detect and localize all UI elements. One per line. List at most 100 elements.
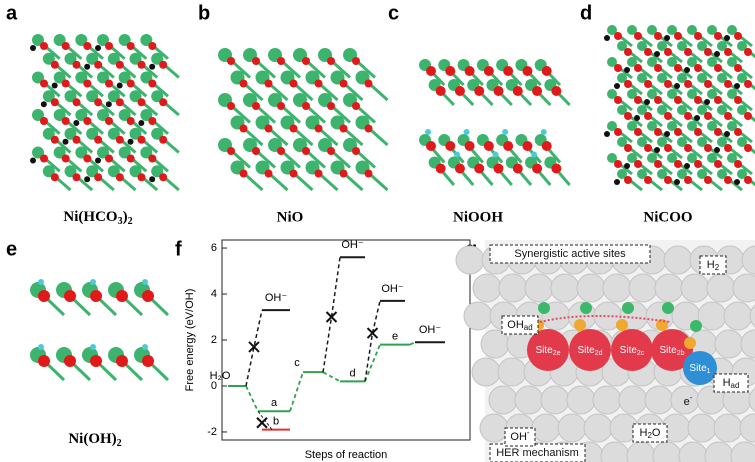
atom <box>277 57 285 65</box>
atom <box>704 48 712 56</box>
surface-atom <box>584 414 612 442</box>
atom <box>734 83 740 89</box>
site-label-part: 2d <box>595 350 603 357</box>
atom <box>240 80 248 88</box>
atom <box>614 96 622 104</box>
atom <box>51 173 59 181</box>
atom <box>551 164 561 174</box>
y-axis-label: Free energy (eV/OH) <box>184 289 196 392</box>
surface-atom <box>498 358 526 386</box>
surface-atom <box>707 274 735 302</box>
atom <box>714 128 722 136</box>
atom <box>654 51 660 57</box>
atom <box>614 83 620 89</box>
plot-frame <box>222 240 470 440</box>
panel-letter: d <box>580 2 592 24</box>
atom <box>352 147 360 155</box>
atom <box>734 32 742 40</box>
atom <box>83 155 91 163</box>
atom <box>654 160 662 168</box>
figure: a b c d e f g Ni(HCO3)2 NiO NiOOH NiCOO … <box>0 0 755 462</box>
level-label: OH⁻ <box>265 292 288 304</box>
atom <box>455 164 465 174</box>
atom <box>38 290 50 302</box>
atom <box>302 57 310 65</box>
atom <box>327 102 335 110</box>
atom <box>551 86 561 96</box>
caption-part: 2 <box>128 216 133 227</box>
atom <box>684 144 692 152</box>
atom <box>149 64 155 70</box>
caption: NiOOH <box>453 209 503 225</box>
level-label: e <box>392 331 398 343</box>
surface-atom <box>551 274 579 302</box>
hydrogen <box>580 302 592 314</box>
atom <box>532 164 542 174</box>
atom <box>624 176 632 184</box>
atom <box>734 179 740 185</box>
surface-atom <box>593 386 621 414</box>
atom <box>624 144 632 152</box>
atom <box>674 128 682 136</box>
atom <box>148 80 156 88</box>
atom <box>664 144 672 152</box>
h-ad-part: ad <box>731 381 740 390</box>
atom <box>634 115 640 121</box>
atom <box>277 147 285 155</box>
level-label: d <box>349 367 355 379</box>
atom <box>734 160 742 168</box>
atom <box>503 66 513 76</box>
atom <box>704 144 712 152</box>
atom <box>62 155 70 163</box>
surface-atom <box>489 386 517 414</box>
atom <box>30 158 36 164</box>
level-label: OH⁻ <box>381 283 404 295</box>
level-label: a <box>271 397 278 409</box>
atom <box>127 155 135 163</box>
site-label-part: 1 <box>707 368 711 375</box>
atom <box>252 102 260 110</box>
caption: Ni(OH)2 <box>68 431 121 449</box>
atom <box>684 112 692 120</box>
level-label: b <box>273 416 279 428</box>
surface-atom <box>480 414 508 442</box>
atom <box>624 80 632 88</box>
atom <box>694 64 702 72</box>
atom <box>724 48 732 56</box>
atom <box>265 80 273 88</box>
atom <box>674 179 680 185</box>
atom <box>138 98 146 106</box>
atom <box>90 290 102 302</box>
atom <box>116 355 128 367</box>
site-label-part: Site <box>577 345 595 356</box>
surface-atom <box>515 386 543 414</box>
atom <box>83 117 91 125</box>
atom <box>62 117 70 125</box>
atom <box>744 80 752 88</box>
surface-atom <box>698 302 726 330</box>
atom <box>365 170 373 178</box>
level-label: c <box>294 357 300 369</box>
atom <box>474 164 484 174</box>
atom <box>664 131 670 137</box>
atom <box>674 64 682 72</box>
surface-atom <box>629 274 657 302</box>
atom <box>340 125 348 133</box>
atom <box>340 80 348 88</box>
atom <box>704 80 712 88</box>
atom <box>714 64 722 72</box>
oxygen <box>684 337 696 349</box>
mechanism: Site2eSite2dSite2cSite2bSite1Synergistic… <box>456 240 755 462</box>
atom <box>502 129 508 135</box>
atom <box>513 164 523 174</box>
atom <box>724 144 732 152</box>
atom <box>541 129 547 135</box>
atom <box>40 117 48 125</box>
atom <box>38 355 50 367</box>
atom <box>148 117 156 125</box>
atom <box>624 48 632 56</box>
atom <box>352 57 360 65</box>
surface-atom <box>541 386 569 414</box>
atom <box>604 35 610 41</box>
atom <box>484 141 494 151</box>
